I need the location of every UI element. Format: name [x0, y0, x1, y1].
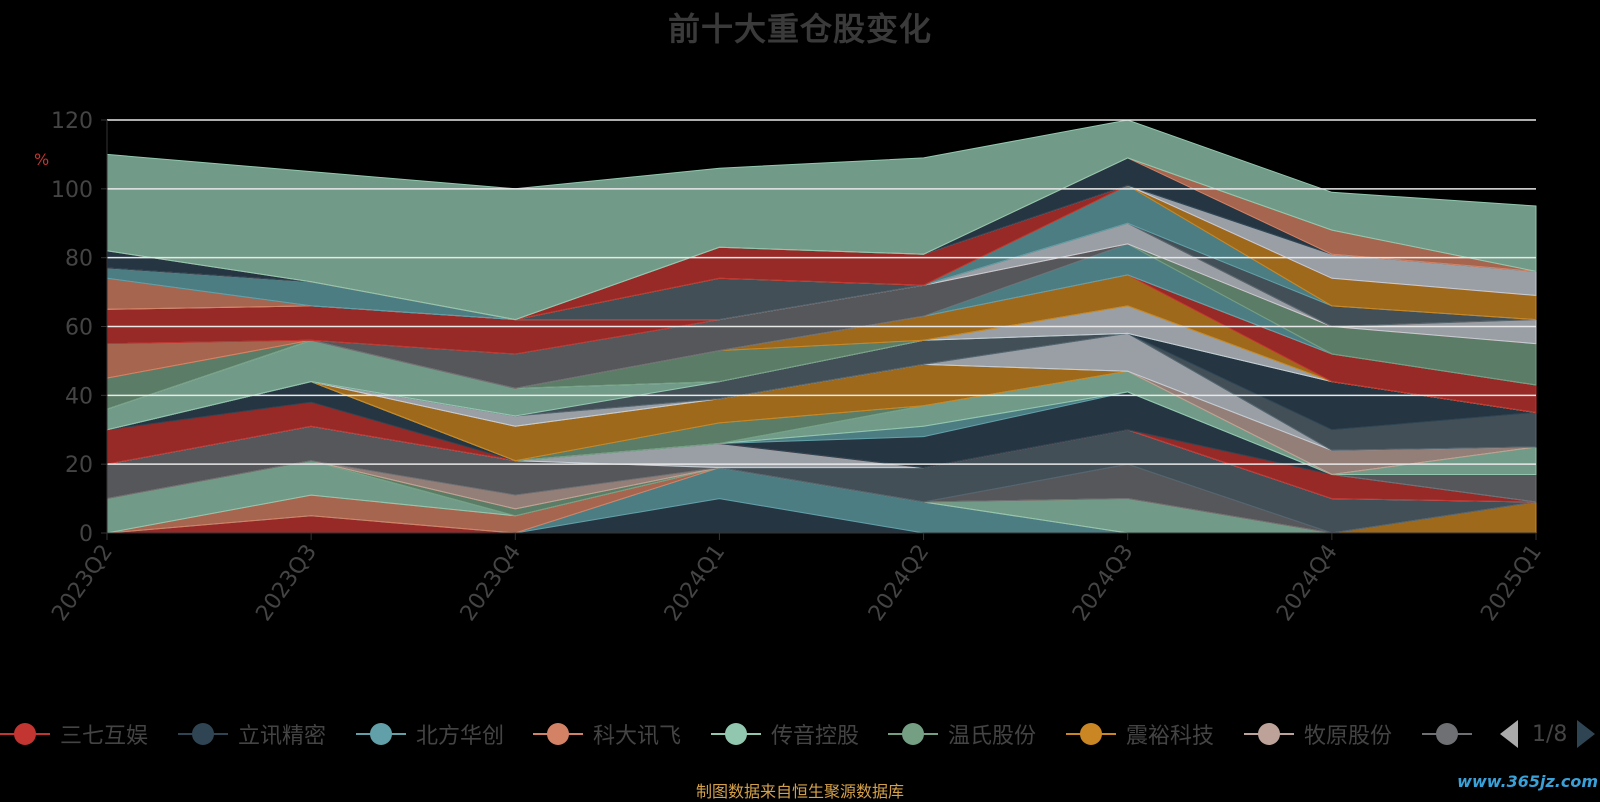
- x-tick-label: 2024Q1: [660, 540, 731, 626]
- legend-page-indicator: 1/8: [1532, 721, 1568, 747]
- legend-prev-page-icon[interactable]: [1500, 720, 1518, 748]
- legend-item[interactable]: 三七互娱: [0, 714, 148, 754]
- legend-marker-icon: [533, 714, 583, 754]
- x-tick-label: 2024Q2: [864, 540, 935, 626]
- y-axis-label: %: [34, 150, 50, 169]
- legend-item[interactable]: 震裕科技: [1066, 714, 1214, 754]
- legend-label: 温氏股份: [948, 724, 1037, 749]
- y-tick-label: 60: [65, 316, 93, 341]
- legend-pager: 1/8: [1500, 714, 1596, 754]
- legend-marker-icon: [356, 714, 406, 754]
- x-tick-label: 2023Q3: [251, 540, 322, 626]
- chart-title: 前十大重仓股变化: [667, 10, 932, 48]
- legend-label: 三七互娱: [60, 724, 149, 749]
- legend-item[interactable]: 科大讯飞: [533, 714, 681, 754]
- x-tick-label: 2023Q2: [47, 540, 118, 626]
- y-tick-label: 40: [65, 384, 93, 409]
- legend-marker-icon: [0, 714, 50, 754]
- legend: 三七互娱 立讯精密 北方华创 科大讯飞 传音控股 温氏股份 震裕科技 牧原股份 1/8: [0, 714, 1600, 754]
- legend-label: 科大讯飞: [593, 724, 682, 749]
- legend-label: 震裕科技: [1126, 724, 1215, 749]
- legend-label: 立讯精密: [238, 724, 327, 749]
- legend-label: 牧原股份: [1304, 724, 1393, 749]
- y-tick-label: 100: [51, 178, 93, 203]
- legend-label: 传音控股: [771, 724, 860, 749]
- legend-item[interactable]: 温氏股份: [888, 714, 1036, 754]
- area-chart: 0 20 40 60 80 100 120 2023Q2 2023Q3 2023Q4 2024Q1 2…: [47, 109, 1547, 626]
- y-tick-label: 0: [79, 522, 93, 547]
- legend-label: 北方华创: [416, 724, 505, 749]
- x-tick-label: 2024Q4: [1272, 540, 1343, 626]
- legend-marker-icon: [178, 714, 228, 754]
- legend-item[interactable]: [1422, 714, 1482, 754]
- legend-item[interactable]: 北方华创: [356, 714, 504, 754]
- legend-marker-icon: [888, 714, 938, 754]
- legend-marker-icon: [711, 714, 761, 754]
- legend-item[interactable]: 立讯精密: [178, 714, 326, 754]
- legend-marker-icon: [1422, 714, 1472, 754]
- y-tick-label: 20: [65, 453, 93, 478]
- x-tick-label: 2023Q4: [456, 540, 527, 626]
- legend-marker-icon: [1244, 714, 1294, 754]
- legend-next-page-icon[interactable]: [1577, 720, 1596, 748]
- series-area-41: [106, 119, 1537, 321]
- source-note: 制图数据来自恒生聚源数据库: [695, 782, 904, 801]
- y-tick-label: 80: [65, 247, 93, 272]
- y-tick-label: 120: [51, 109, 93, 134]
- legend-item[interactable]: 牧原股份: [1244, 714, 1392, 754]
- x-tick-label: 2024Q3: [1068, 540, 1139, 626]
- legend-item[interactable]: 传音控股: [711, 714, 859, 754]
- legend-marker-icon: [1066, 714, 1116, 754]
- watermark: www.365jz.com: [1457, 772, 1598, 791]
- x-tick-label: 2025Q1: [1476, 540, 1547, 626]
